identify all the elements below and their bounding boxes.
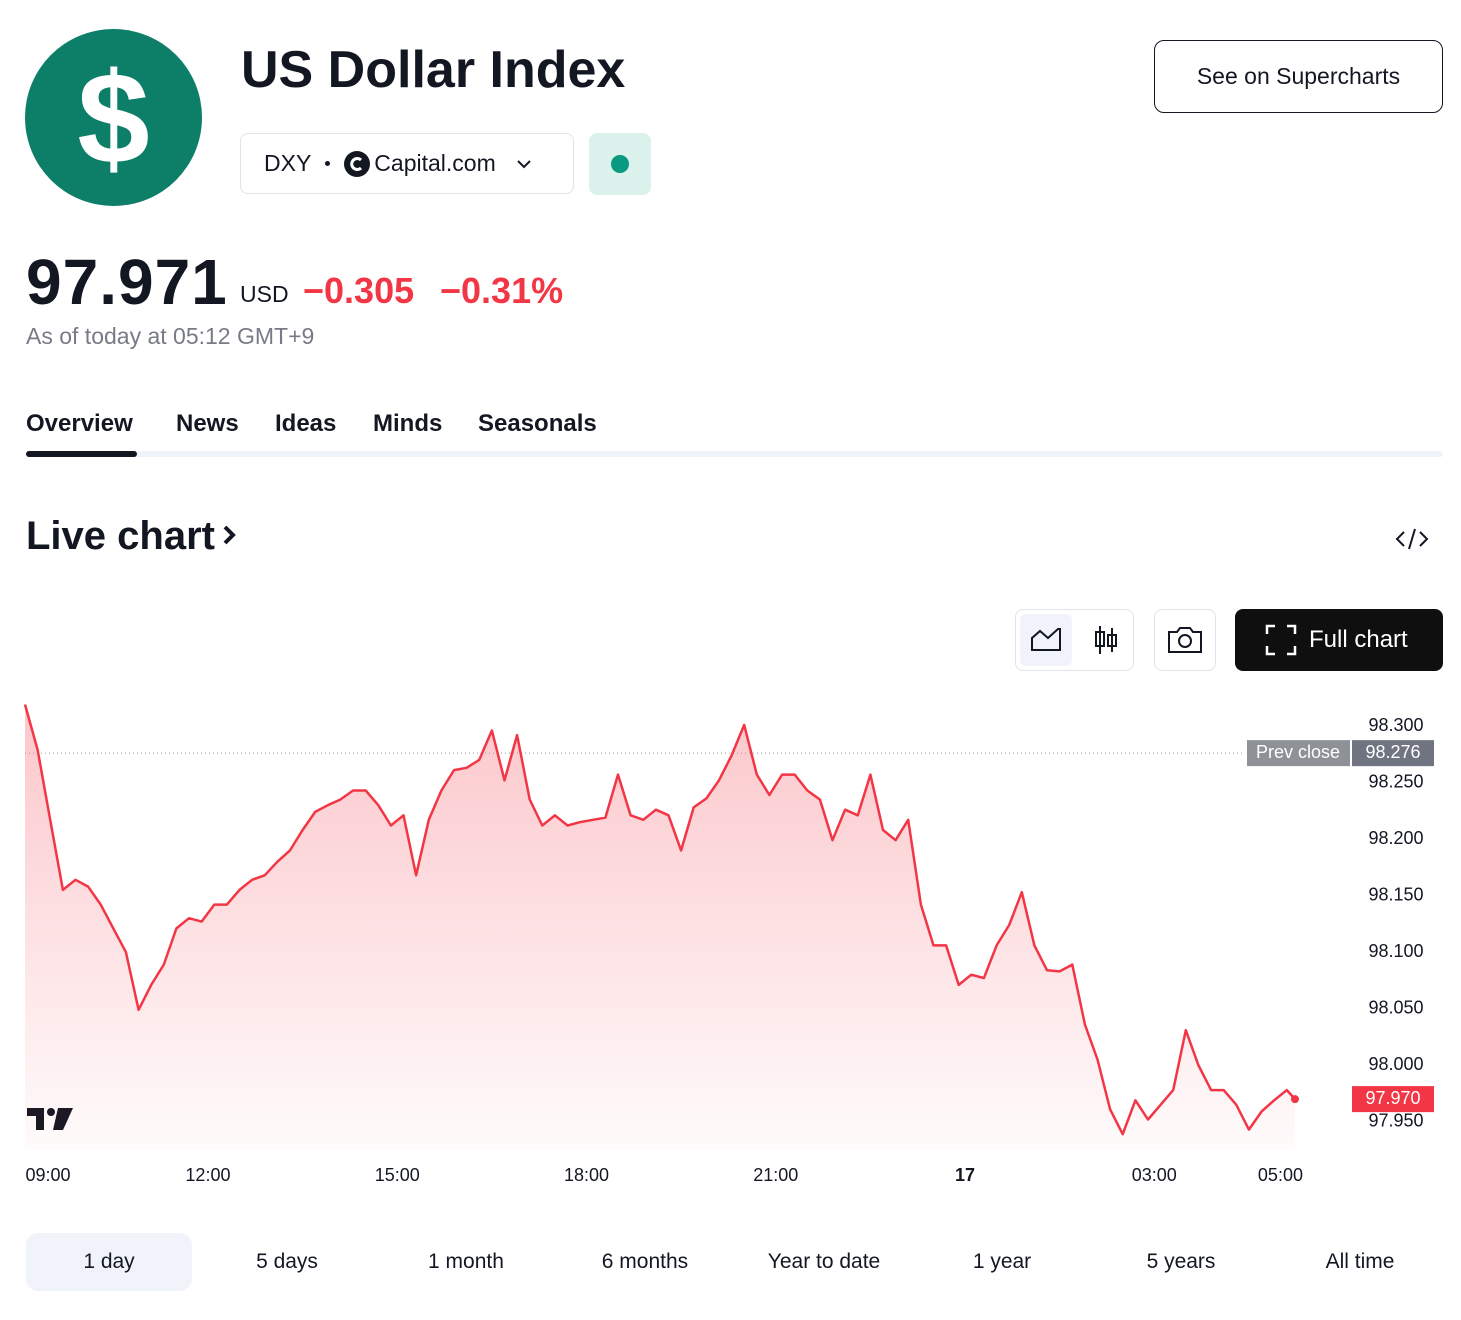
exchange-icon: [344, 150, 371, 177]
prev-close-value: 98.276: [1365, 742, 1420, 762]
area-style-button[interactable]: [1020, 614, 1072, 666]
change: −0.305: [303, 270, 415, 311]
tab[interactable]: Minds: [373, 410, 443, 437]
supercharts-button[interactable]: See on Supercharts: [1154, 40, 1443, 113]
area-icon: [1031, 628, 1061, 651]
chevron-right: [223, 525, 236, 545]
y-tick-label: 98.150: [1368, 884, 1423, 904]
x-tick-label: 09:00: [25, 1165, 70, 1185]
range-button[interactable]: All time: [1325, 1250, 1395, 1273]
x-tick-label: 21:00: [753, 1165, 798, 1185]
range-button[interactable]: 5 days: [256, 1250, 318, 1273]
market-status[interactable]: [589, 133, 651, 195]
tab[interactable]: Seasonals: [478, 410, 597, 437]
x-tick-label: 05:00: [1258, 1165, 1303, 1185]
prev-close-label-box: [1247, 740, 1350, 767]
tab[interactable]: News: [176, 410, 239, 437]
symbol: DXY: [264, 150, 312, 176]
tab-track: [26, 451, 1443, 457]
y-tick-label: 97.950: [1368, 1110, 1423, 1130]
y-tick-label: 98.300: [1368, 715, 1423, 735]
y-tick-label: 98.100: [1368, 941, 1423, 961]
full-chart-label: Full chart: [1309, 626, 1408, 653]
range-button[interactable]: 1 year: [972, 1250, 1032, 1273]
camera-icon: [1168, 627, 1202, 653]
range-button[interactable]: 6 months: [601, 1250, 689, 1273]
x-tick-label: 03:00: [1132, 1165, 1177, 1185]
tab-indicator: [26, 451, 137, 457]
change-percent: −0.31%: [440, 270, 564, 311]
exchange: Capital.com: [374, 150, 496, 176]
x-tick-label: 12:00: [185, 1165, 230, 1185]
y-tick-label: 98.250: [1368, 771, 1423, 791]
range-button[interactable]: 1 month: [428, 1250, 504, 1273]
as-of: As of today at 05:12 GMT+9: [26, 323, 315, 349]
last-point: [1290, 1095, 1299, 1104]
fullscreen-icon: [1265, 624, 1297, 656]
section-title[interactable]: Live chart: [26, 514, 241, 559]
tab[interactable]: Ideas: [275, 410, 337, 437]
prev-close-label: Prev close: [1256, 742, 1340, 762]
logo: $: [25, 29, 202, 206]
x-tick-label: 17: [955, 1165, 975, 1185]
y-tick-label: 98.050: [1368, 997, 1423, 1017]
snapshot-button[interactable]: [1154, 609, 1216, 671]
price: 97.971: [26, 246, 228, 318]
x-tick-label: 18:00: [564, 1165, 609, 1185]
x-tick-label: 15:00: [375, 1165, 420, 1185]
area-fill: [25, 704, 1295, 1150]
tab[interactable]: Overview: [26, 410, 133, 437]
separator-dot: [325, 161, 331, 166]
price-line: [23, 704, 1296, 1136]
range-button[interactable]: 1 day: [26, 1233, 192, 1291]
last-value-label: 97.970: [1365, 1088, 1420, 1108]
y-tick-label: 98.200: [1368, 828, 1423, 848]
y-tick-label: 98.000: [1368, 1054, 1423, 1074]
section-title-text: Live chart: [26, 514, 215, 558]
title: US Dollar Index: [241, 41, 626, 99]
embed-icon[interactable]: [1394, 524, 1430, 554]
last-value-box: [1352, 1086, 1434, 1113]
range-button[interactable]: Year to date: [767, 1250, 881, 1273]
symbol-selector[interactable]: DXY Capital.com: [240, 133, 574, 194]
chevron-down: [517, 159, 531, 168]
chart: 97.950 98.000 98.050 98.100 98.150 98.200 98.2…: [23, 704, 1434, 1185]
range-button[interactable]: 5 years: [1146, 1250, 1216, 1273]
chart-style-group: [1015, 609, 1134, 671]
full-chart-button[interactable]: Full chart: [1235, 609, 1443, 671]
prev-close-value-box: [1352, 740, 1434, 767]
currency: USD: [240, 281, 289, 307]
candle-style-button[interactable]: [1080, 614, 1132, 666]
